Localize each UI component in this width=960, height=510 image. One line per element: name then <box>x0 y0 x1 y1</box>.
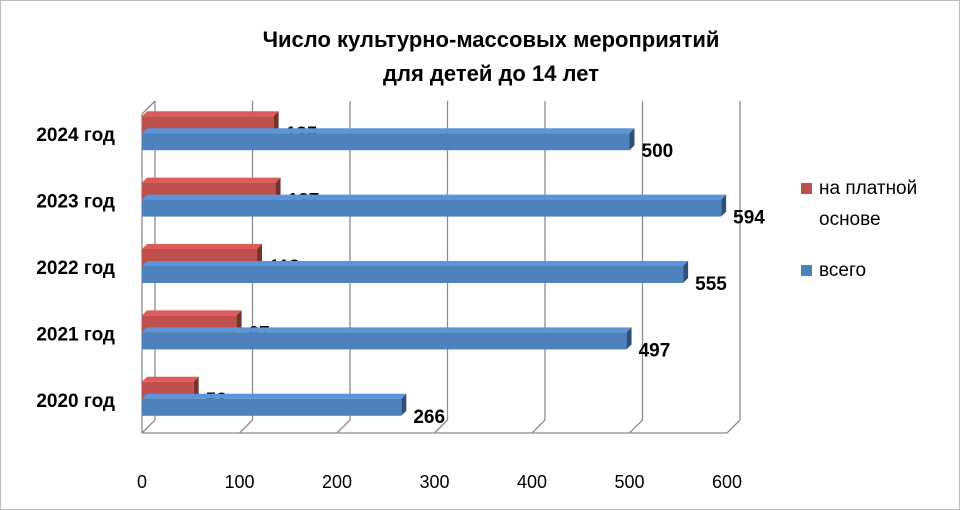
bar-side-paid-0 <box>193 376 199 399</box>
floor-gridline-600 <box>726 419 741 434</box>
bar-top-total-2 <box>142 261 689 266</box>
bar-top-paid-3 <box>142 177 281 183</box>
bar-total-3 <box>142 199 722 217</box>
bar-side-total-1 <box>626 327 632 350</box>
bar-total-4 <box>142 133 630 151</box>
category-label-0: 2020 год <box>36 391 115 412</box>
bar-top-total-3 <box>142 194 727 200</box>
data-label-total-2: 555 <box>695 274 727 295</box>
bar-top-total-0 <box>142 393 407 399</box>
bar-side-paid-4 <box>273 111 279 134</box>
chart-title: Число культурно-массовых мероприятий для… <box>131 23 851 91</box>
bar-total-0 <box>142 398 402 416</box>
chart-title-line-1: Число культурно-массовых мероприятий <box>262 27 720 52</box>
x-tick-label-0: 0 <box>137 472 147 492</box>
category-label-4: 2024 год <box>36 125 115 146</box>
x-tick-label-300: 300 <box>419 472 449 492</box>
x-tick-label-100: 100 <box>224 472 254 492</box>
legend-item-total: всего <box>801 255 956 286</box>
bar-total-2 <box>142 266 684 283</box>
chart-legend: на платной основе всего <box>801 173 956 306</box>
bar-side-paid-3 <box>275 177 281 200</box>
data-label-total-0: 266 <box>413 407 445 428</box>
bar-top-paid-4 <box>142 111 279 117</box>
bar-top-total-1 <box>142 327 632 333</box>
legend-swatch-total <box>801 265 812 276</box>
bar-side-total-4 <box>629 128 635 151</box>
x-tick-label-600: 600 <box>712 472 742 492</box>
data-label-total-3: 594 <box>733 208 765 229</box>
category-label-1: 2021 год <box>36 324 115 345</box>
bar-side-paid-2 <box>257 244 263 266</box>
legend-label-paid-line-1: на платной <box>819 178 918 199</box>
legend-item-paid: на платной основе <box>801 173 956 235</box>
category-label-3: 2023 год <box>36 192 115 213</box>
bar-side-total-3 <box>721 194 727 217</box>
bar-side-paid-1 <box>236 310 242 333</box>
floor-gridline-100 <box>239 419 253 434</box>
legend-label-total: всего <box>819 260 867 281</box>
category-label-2: 2022 год <box>36 258 115 279</box>
bar-top-paid-0 <box>142 376 199 382</box>
left-wall-top-edge <box>141 100 156 115</box>
bar-top-total-4 <box>142 128 635 134</box>
legend-label-paid-line-2: основе <box>819 209 881 230</box>
floor-gridline-0 <box>141 419 156 434</box>
bar-total-1 <box>142 332 627 350</box>
x-tick-label-200: 200 <box>322 472 352 492</box>
floor-gridline-400 <box>531 419 546 434</box>
data-label-total-1: 497 <box>639 340 671 361</box>
data-label-total-4: 500 <box>642 141 674 162</box>
bar-side-total-2 <box>683 261 689 283</box>
x-tick-label-400: 400 <box>517 472 547 492</box>
x-tick-label-500: 500 <box>614 472 644 492</box>
bar-top-paid-2 <box>142 244 263 249</box>
floor-gridline-500 <box>629 419 643 434</box>
bar-top-paid-1 <box>142 310 242 316</box>
chart-title-line-2: для детей до 14 лет <box>383 61 599 86</box>
floor-gridline-300 <box>434 419 448 434</box>
floor-gridline-200 <box>336 419 351 434</box>
legend-swatch-paid <box>801 183 812 194</box>
bar-side-total-0 <box>401 393 407 416</box>
